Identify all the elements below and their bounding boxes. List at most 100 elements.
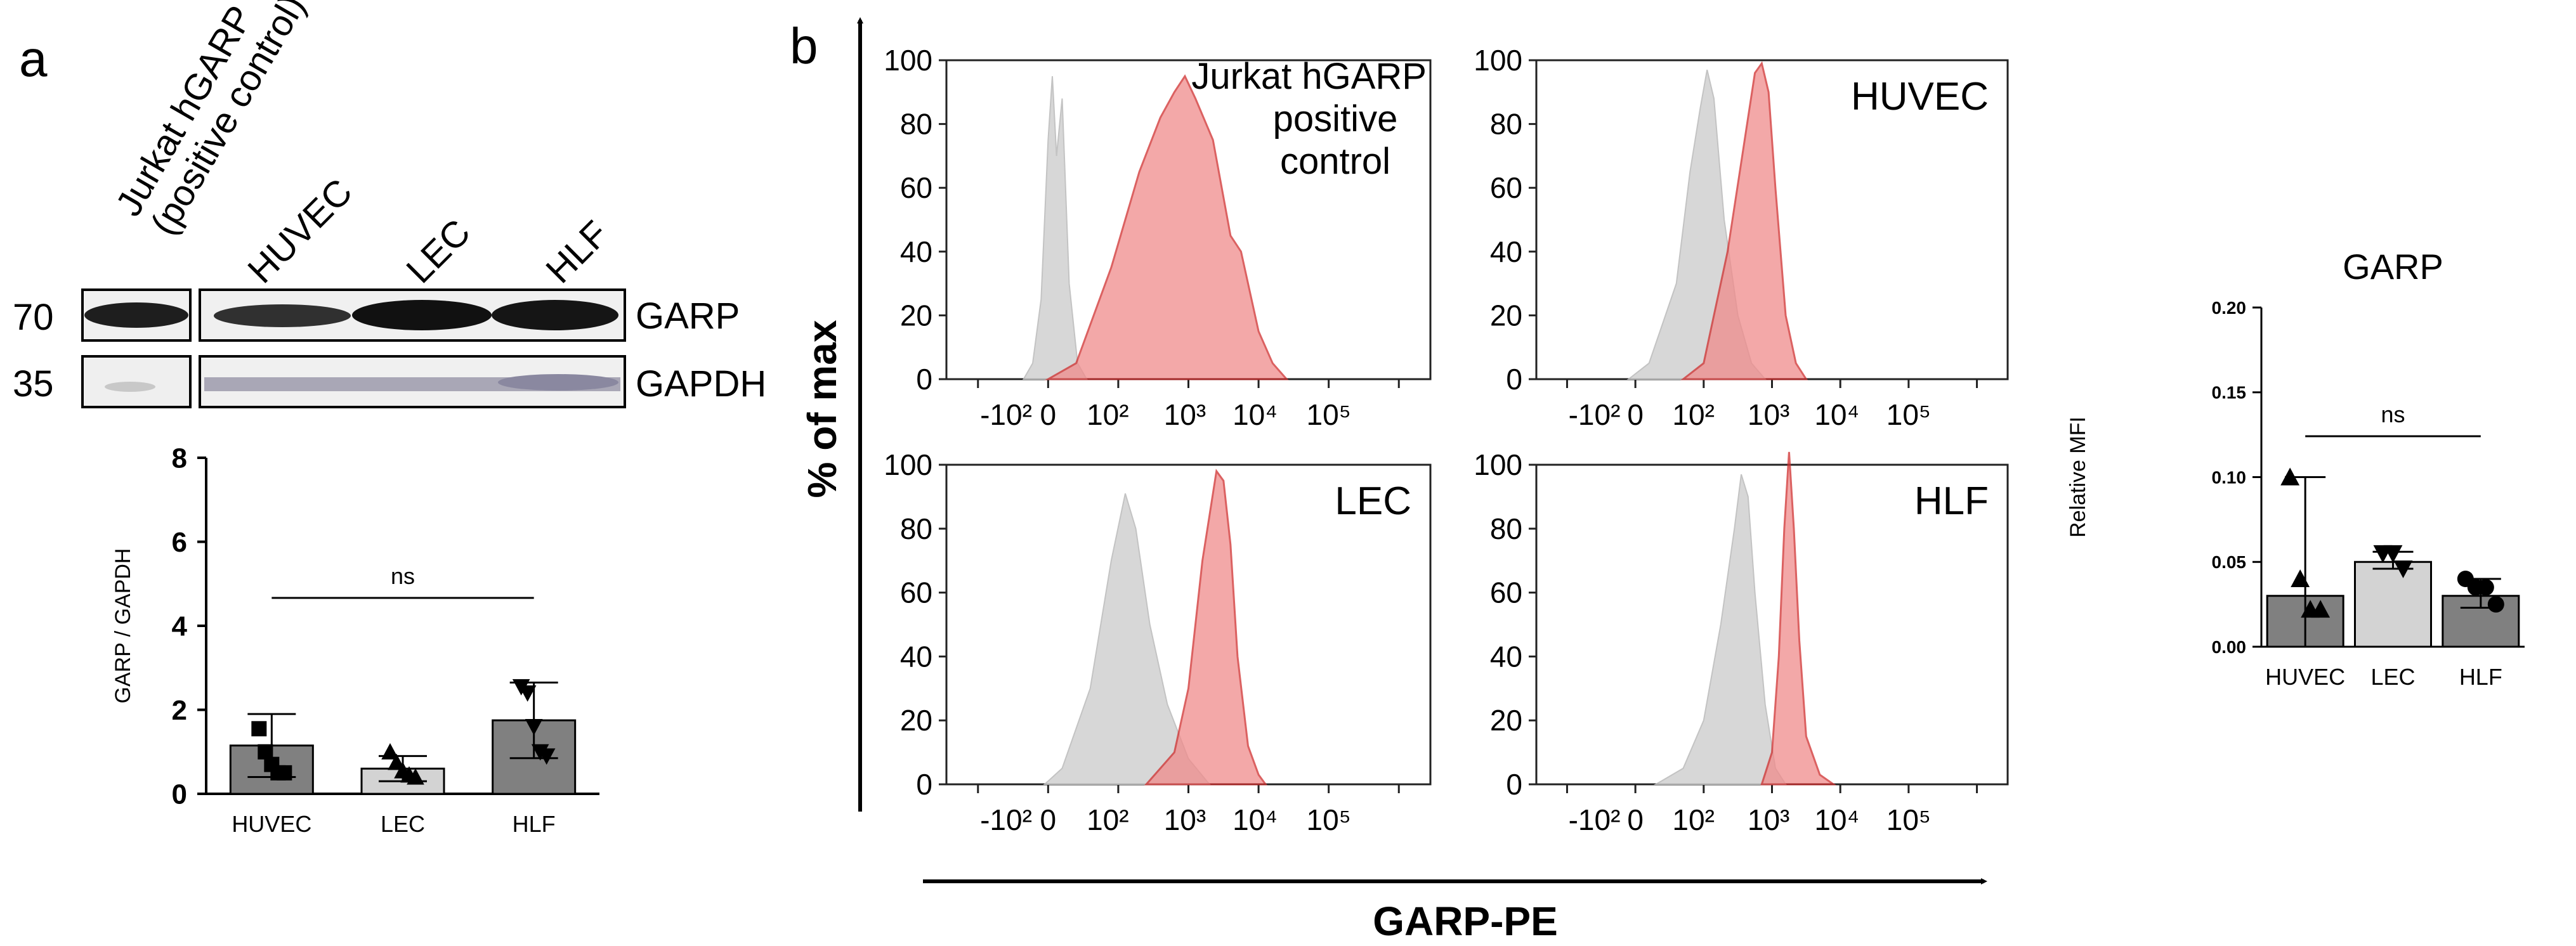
x-category-label: HLF [2459,664,2502,690]
lane-label-lec: LEC [398,211,478,291]
x-category-label: HUVEC [2265,664,2345,690]
x-tick-label: 10² [1087,398,1128,431]
x-tick-label: 10² [1672,398,1714,431]
data-point [407,768,424,785]
y-tick-label: 40 [1490,235,1522,268]
data-point [2280,467,2300,486]
y-tick-label: 6 [172,527,187,558]
y-tick-label: 8 [172,443,187,474]
data-point [537,748,556,765]
y-axis-label: Relative MFI [2066,417,2090,538]
y-tick-label: 0 [916,363,932,396]
y-tick-label: 20 [900,704,932,737]
x-tick-label: -10² [980,398,1032,431]
y-axis-label: GARP / GAPDH [111,548,135,704]
band-gapdh-jurkat [105,382,155,392]
flow-x-title: GARP-PE [1373,898,1558,944]
y-tick-label: 0 [916,768,932,801]
y-tick-label: 100 [884,44,932,77]
histogram-label: HUVEC [1851,75,1989,119]
y-tick-label: 0.05 [2212,552,2247,572]
histogram-label: positive [1273,98,1398,139]
x-tick-label: -10² [980,803,1032,836]
x-category-label: LEC [2370,664,2415,690]
histogram-label: Jurkat hGARP [1191,56,1427,97]
y-tick-label: 0.20 [2212,298,2247,318]
histogram-label: control [1280,141,1390,182]
protein-label-gapdh: GAPDH [636,363,766,405]
bar-chart-relative-mfi: 0.00 0.05 0.10 0.15 0.20 Relative MFI GARP HUVE… [2066,247,2525,690]
panel-label-a: a [19,30,48,87]
x-tick-label: 10⁴ [1814,398,1859,431]
band-garp-huvec [214,304,351,327]
y-tick-label: 100 [1474,448,1522,481]
x-tick-label: 10³ [1748,803,1789,836]
marker-70: 70 [13,297,54,338]
band-garp-hlf [492,300,618,330]
y-tick-label: 60 [900,171,932,204]
x-tick-label: 10⁴ [1232,803,1278,836]
data-point [2311,600,2331,618]
bar-chart-garp-gapdh: 0 2 4 6 8 GARP / GAPDH HUVEC LEC HLF ns [111,443,599,837]
x-tick-label: 10⁴ [1814,803,1859,836]
data-point [2291,569,2310,587]
histogram-control [1022,76,1088,380]
histogram-label: HLF [1914,479,1989,523]
y-tick-label: 60 [1490,576,1522,609]
y-tick-label: 100 [884,448,932,481]
x-tick-label: -10² [1569,803,1621,836]
y-tick-label: 20 [1490,299,1522,332]
y-tick-label: 0 [1506,363,1522,396]
blot-lane-labels: Jurkat hGARP (positive control) HUVEC LE… [108,0,617,291]
y-tick-label: 4 [172,611,188,642]
y-tick-label: 40 [900,235,932,268]
x-tick-label: 0 [1627,803,1644,836]
data-point [2393,560,2413,578]
band-garp-lec [352,300,492,330]
y-tick-label: 60 [1490,171,1522,204]
flow-y-title: % of max [799,320,845,498]
data-point [2477,579,2494,596]
x-tick-label: 0 [1040,803,1057,836]
x-tick-label: 0 [1627,398,1644,431]
y-tick-label: 100 [1474,44,1522,77]
band-garp-jurkat [84,302,188,328]
data-point [381,742,399,760]
x-category-label: HUVEC [232,811,311,837]
data-point [518,685,537,702]
x-category-label: LEC [381,811,425,837]
y-tick-label: 0 [1506,768,1522,801]
y-tick-label: 60 [900,576,932,609]
x-tick-label: -10² [1569,398,1621,431]
x-tick-label: 10⁴ [1232,398,1278,431]
x-tick-label: 10³ [1164,803,1206,836]
band-gapdh-hlf [498,374,618,391]
x-tick-label: 10³ [1748,398,1789,431]
x-tick-label: 10² [1087,803,1128,836]
histogram-control [1653,474,1787,785]
x-tick-label: 10⁵ [1886,803,1931,836]
y-tick-label: 0.00 [2212,637,2247,657]
lane-label-huvec: HUVEC [240,171,360,292]
y-tick-label: 20 [900,299,932,332]
significance-label: ns [2381,401,2405,427]
y-tick-label: 2 [172,695,187,726]
x-tick-label: 10³ [1164,398,1206,431]
protein-label-garp: GARP [636,295,740,337]
y-tick-label: 20 [1490,704,1522,737]
histogram-stain [1144,469,1268,786]
y-tick-label: 80 [900,108,932,141]
panel-label-b: b [790,18,818,74]
y-tick-label: 40 [1490,640,1522,673]
y-tick-label: 80 [1490,512,1522,545]
y-tick-label: 0.15 [2212,383,2247,403]
blot-gapdh-left [81,355,192,408]
bar-lec [2354,560,2432,648]
histogram-label: LEC [1335,479,1411,523]
y-tick-label: 80 [900,512,932,545]
